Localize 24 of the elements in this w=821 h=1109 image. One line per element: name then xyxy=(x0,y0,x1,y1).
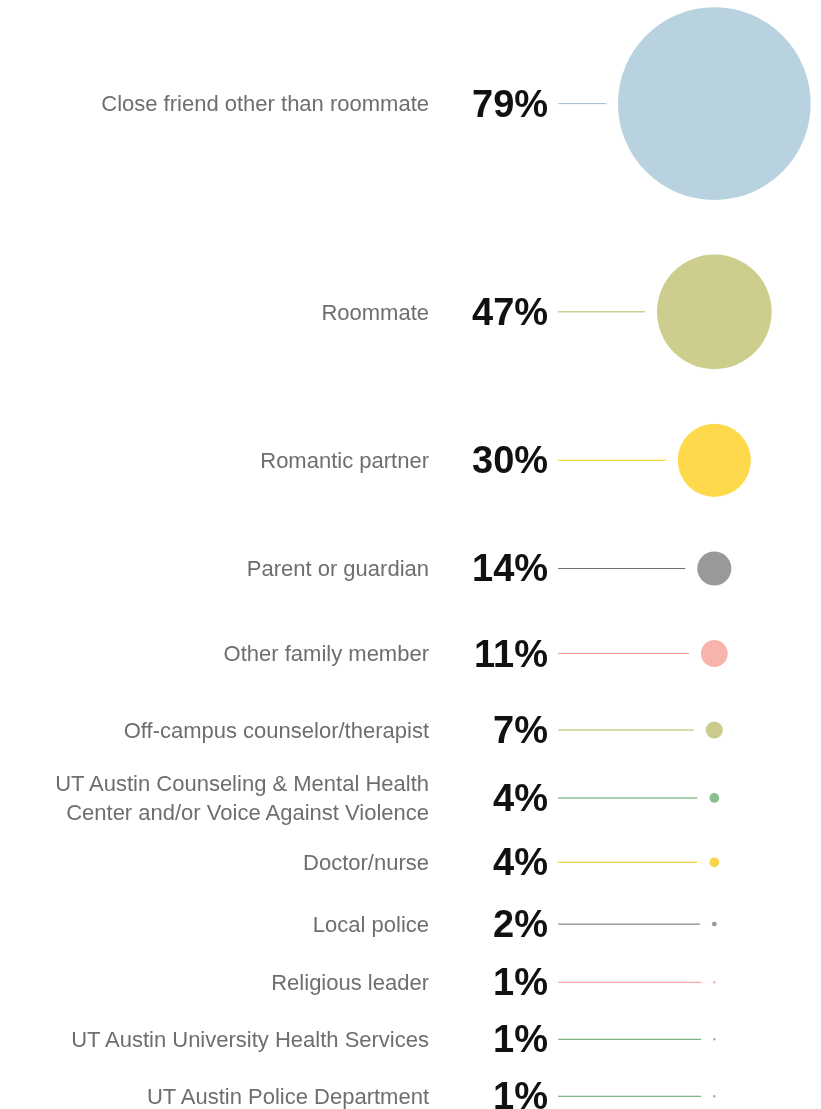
data-label: 11% xyxy=(474,633,548,675)
category-label: Off-campus counselor/therapist xyxy=(123,717,429,743)
data-label: 79% xyxy=(472,83,549,125)
category-label: Doctor/nurse xyxy=(303,849,429,875)
category-label: Parent or guardian xyxy=(246,556,429,582)
data-label: 7% xyxy=(493,709,548,751)
category-label: Religious leader xyxy=(271,970,429,996)
data-label: 1% xyxy=(493,961,548,1003)
category-label: UT Austin University Health Services xyxy=(71,1027,429,1052)
category-label: UT Austin Police Department xyxy=(146,1083,429,1109)
data-label: 1% xyxy=(493,1018,548,1060)
data-label: 1% xyxy=(493,1075,548,1109)
category-label: Romantic partner xyxy=(260,447,429,473)
category-label: UT Austin Counseling & Mental Health Center and/or Voice Against Violence xyxy=(55,771,429,825)
category-label: Local police xyxy=(312,911,429,937)
data-label: 2% xyxy=(493,903,548,945)
data-label: 4% xyxy=(493,777,548,819)
data-label: 14% xyxy=(472,547,549,589)
category-label: Close friend other than roommate xyxy=(101,91,429,117)
data-label: 30% xyxy=(472,439,549,481)
data-label: 4% xyxy=(493,841,548,883)
category-label: Other family member xyxy=(223,641,429,667)
data-label: 47% xyxy=(472,291,549,333)
category-label: Roommate xyxy=(321,299,429,325)
